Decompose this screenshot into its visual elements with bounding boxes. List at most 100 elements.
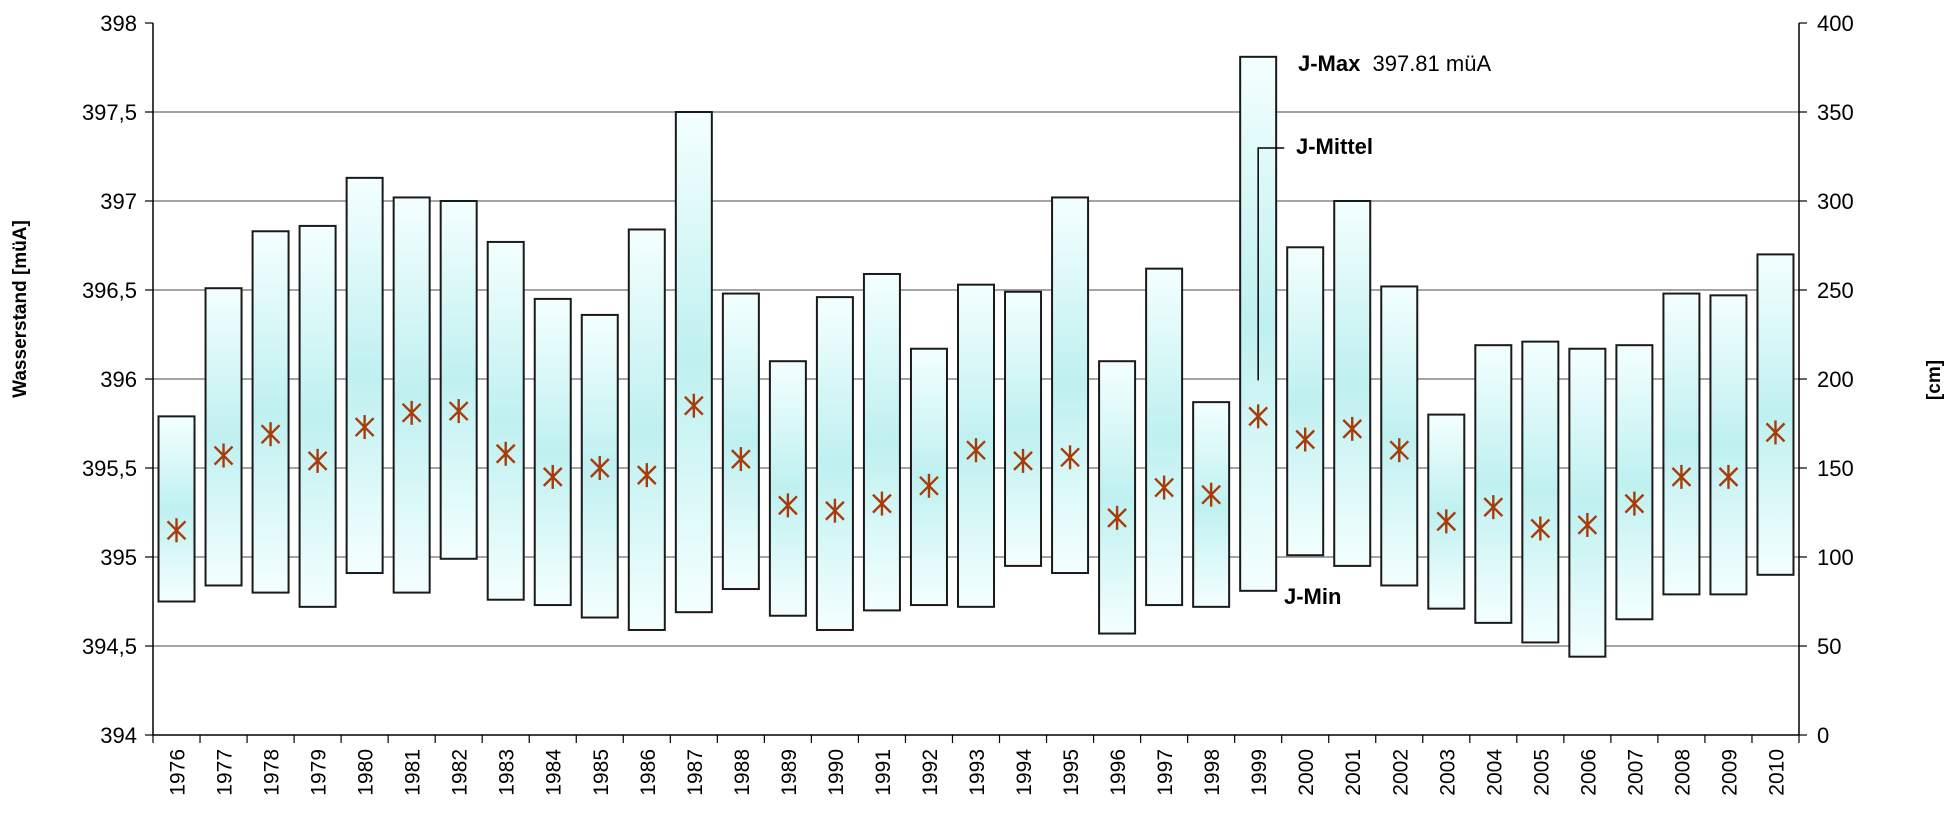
mean-marker — [1389, 438, 1410, 463]
mean-marker — [1765, 420, 1786, 445]
mean-marker — [778, 493, 798, 518]
mean-marker — [1671, 464, 1692, 489]
range-bar — [1051, 196, 1090, 575]
x-tick-label: 1982 — [449, 749, 472, 796]
range-bar — [1568, 347, 1607, 658]
y-tick-label: 395 — [100, 545, 137, 570]
x-tick-label: 1992 — [919, 749, 942, 796]
range-bar — [1615, 344, 1654, 621]
x-tick-label: 1988 — [731, 749, 754, 796]
y-tick-label: 398 — [100, 11, 137, 36]
x-tick-label: 2010 — [1765, 749, 1788, 796]
range-bar — [721, 292, 760, 591]
mean-markers — [166, 393, 1786, 543]
y2-tick-label: 350 — [1817, 100, 1854, 125]
y2-tick-label: 50 — [1817, 634, 1841, 659]
y2-tick-label: 100 — [1817, 545, 1854, 570]
mean-marker — [1295, 427, 1316, 452]
y-tick-label: 394 — [100, 723, 137, 748]
annotation-max-label: J-Max — [1298, 51, 1361, 76]
mean-marker — [636, 463, 657, 488]
mean-marker — [1624, 491, 1645, 516]
range-bar — [298, 224, 337, 608]
mean-marker — [448, 399, 469, 424]
range-bar — [439, 200, 478, 560]
mean-marker — [731, 447, 751, 472]
x-tick-label: 1987 — [684, 749, 707, 796]
mean-marker — [495, 441, 516, 466]
x-tick-label: 1989 — [778, 749, 801, 796]
mean-marker — [1530, 516, 1551, 541]
range-bar — [627, 228, 666, 631]
mean-marker — [1154, 475, 1174, 500]
x-tick-label: 1984 — [543, 749, 566, 796]
range-bar — [1521, 340, 1560, 644]
annotation-mean-leader — [1257, 147, 1285, 381]
x-tick-label: 1993 — [966, 749, 989, 796]
range-bar — [392, 196, 431, 594]
y2-tick-label: 0 — [1817, 723, 1829, 748]
range-bar — [862, 272, 901, 612]
x-tick-label: 2000 — [1295, 749, 1318, 796]
y-tick-label: 397,5 — [82, 100, 137, 125]
x-tick-labels: 1976 1977 1978 1979 1980 1981 1982 1983 1984 1985… — [167, 749, 1789, 796]
range-bar — [815, 296, 854, 631]
y2-tick-label: 250 — [1817, 278, 1854, 303]
x-tick-label: 2003 — [1436, 749, 1459, 796]
mean-marker — [1718, 464, 1739, 489]
mean-marker — [542, 464, 563, 489]
mean-marker — [307, 448, 328, 473]
range-bar — [1145, 267, 1184, 607]
mean-marker — [1107, 505, 1127, 530]
mean-marker — [683, 393, 704, 418]
mean-marker — [166, 518, 187, 543]
range-bar — [345, 176, 384, 575]
x-tick-label: 2006 — [1577, 749, 1600, 796]
mean-marker — [1248, 404, 1269, 429]
annotation-mean-label: J-Mittel — [1296, 134, 1373, 159]
axes — [145, 22, 1807, 743]
range-bar — [1474, 344, 1513, 624]
range-bar — [768, 360, 807, 617]
mean-marker — [1436, 509, 1457, 534]
range-bar — [157, 415, 196, 603]
x-tick-label: 1985 — [590, 749, 613, 796]
x-tick-label: 1978 — [261, 749, 284, 796]
x-tick-label: 1991 — [872, 749, 895, 796]
range-bar — [1004, 290, 1043, 567]
x-tick-label: 1986 — [637, 749, 660, 796]
x-tick-label: 1983 — [496, 749, 519, 796]
y-axis-title: Wasserstand [müA] — [10, 220, 31, 398]
x-tick-label: 1980 — [355, 749, 378, 796]
mean-marker — [1577, 512, 1598, 537]
range-bar — [1098, 360, 1137, 635]
range-bar — [1756, 253, 1795, 576]
left-tick-labels: 394 394,5 395 395,5 396 396,5 397 397,5 398 — [82, 11, 137, 748]
y2-axis-title: [cm] — [1924, 360, 1945, 400]
mean-marker — [260, 422, 281, 447]
x-tick-label: 1995 — [1060, 749, 1083, 796]
range-bar — [533, 297, 572, 607]
mean-marker — [872, 491, 892, 516]
x-tick-label: 1977 — [214, 749, 237, 796]
y-tick-label: 397 — [100, 189, 137, 214]
range-bar — [1286, 246, 1325, 557]
range-bar — [251, 230, 290, 594]
mean-marker — [1013, 448, 1033, 473]
y-tick-label: 396 — [100, 367, 137, 392]
x-tick-label: 1996 — [1107, 749, 1130, 796]
x-tick-label: 1997 — [1154, 749, 1177, 796]
mean-marker — [354, 415, 375, 440]
range-bar — [674, 111, 713, 614]
mean-marker — [1342, 416, 1363, 441]
annotation-max-value: 397.81 müA — [1372, 51, 1491, 76]
x-tick-label: 2004 — [1483, 749, 1506, 796]
mean-marker — [1201, 482, 1221, 507]
range-bar — [1709, 294, 1748, 596]
mean-marker — [1060, 445, 1080, 470]
x-tick-label: 1999 — [1248, 749, 1271, 796]
annotation-max: J-Max 397.81 müA — [1298, 51, 1491, 76]
x-tick-label: 2008 — [1671, 749, 1694, 796]
x-tick-label: 1979 — [308, 749, 331, 796]
